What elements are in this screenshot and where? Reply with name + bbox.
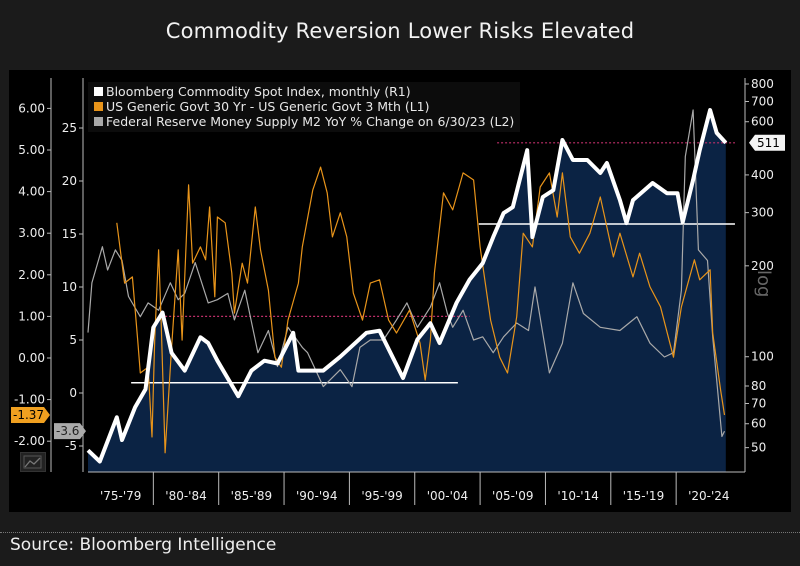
x-tick-label: '05-'09 [492, 489, 533, 503]
x-tick-label: '75-'79 [100, 489, 141, 503]
l1-last-value: -1.37 [13, 408, 44, 422]
r1-tick-label: 200 [751, 259, 774, 273]
line-chart-icon [23, 455, 42, 469]
l1-tick-label: 5.00 [18, 143, 45, 157]
l1-tick-label: 2.00 [18, 268, 45, 282]
x-tick-label: '15-'19 [623, 489, 664, 503]
l2-tick-label: 25 [62, 121, 77, 135]
l2-tick-label: 20 [62, 174, 77, 188]
l1-tick-label: -2.00 [14, 434, 45, 448]
r1-tick-label: 800 [751, 77, 774, 91]
legend-item-m2: Federal Reserve Money Supply M2 YoY % Ch… [94, 114, 514, 129]
x-tick-label: '90-'94 [296, 489, 337, 503]
l1-tick-label: 1.00 [18, 309, 45, 323]
r1-tick-label: 70 [751, 397, 766, 411]
x-tick-label: '80-'84 [165, 489, 206, 503]
l2-tick-label: 10 [62, 280, 77, 294]
l1-tick-label: 6.00 [18, 101, 45, 115]
x-tick-label: '20-'24 [688, 489, 729, 503]
x-tick-label: '95-'99 [361, 489, 402, 503]
source-note: Source: Bloomberg Intelligence [10, 535, 277, 555]
x-tick-label: '85-'89 [231, 489, 272, 503]
r1-tick-label: 60 [751, 417, 766, 431]
log-scale-label: log [753, 270, 774, 297]
l2-tick-label: 15 [62, 227, 77, 241]
legend-label: US Generic Govt 30 Yr - US Generic Govt … [106, 99, 430, 114]
series-line-m2 [87, 109, 726, 438]
l2-last-value: -3.6 [56, 424, 79, 438]
legend-label: Federal Reserve Money Supply M2 YoY % Ch… [106, 114, 515, 129]
x-tick-label: '10-'14 [557, 489, 598, 503]
l1-tick-label: 4.00 [18, 185, 45, 199]
series-line-yield-curve [116, 166, 726, 454]
l1-last-value-badge [11, 406, 50, 423]
legend-swatch-gray [94, 117, 103, 126]
l2-tick-label: -5 [65, 439, 77, 453]
l1-tick-label: 3.00 [18, 226, 45, 240]
x-tick-label: '00-'04 [427, 489, 468, 503]
r1-tick-label: 300 [751, 206, 774, 220]
legend-item-yield-curve: US Generic Govt 30 Yr - US Generic Govt … [94, 99, 514, 114]
r1-tick-label: 100 [751, 350, 774, 364]
r1-tick-label: 80 [751, 379, 766, 393]
legend: Bloomberg Commodity Spot Index, monthly … [88, 82, 521, 132]
chart-title: Commodity Reversion Lower Risks Elevated [165, 19, 635, 43]
legend-swatch-white [94, 87, 103, 96]
legend-swatch-orange [94, 102, 103, 111]
r1-tick-label: 700 [751, 95, 774, 109]
l2-tick-label: 5 [69, 333, 77, 347]
series-line-commodity [86, 108, 728, 464]
legend-label: Bloomberg Commodity Spot Index, monthly … [106, 84, 411, 99]
legend-item-commodity: Bloomberg Commodity Spot Index, monthly … [94, 84, 514, 99]
l2-tick-label: 0 [69, 386, 77, 400]
r1-tick-label: 50 [751, 441, 766, 455]
r1-last-value: 511 [757, 136, 780, 150]
l1-tick-label: -1.00 [14, 393, 45, 407]
l1-tick-label: 0.00 [18, 351, 45, 365]
r1-last-value-badge [749, 134, 785, 151]
divider [0, 532, 800, 533]
chart-type-icon[interactable] [20, 452, 46, 472]
l2-last-value-badge [54, 423, 86, 440]
r1-tick-label: 600 [751, 115, 774, 129]
r1-tick-label: 400 [751, 168, 774, 182]
